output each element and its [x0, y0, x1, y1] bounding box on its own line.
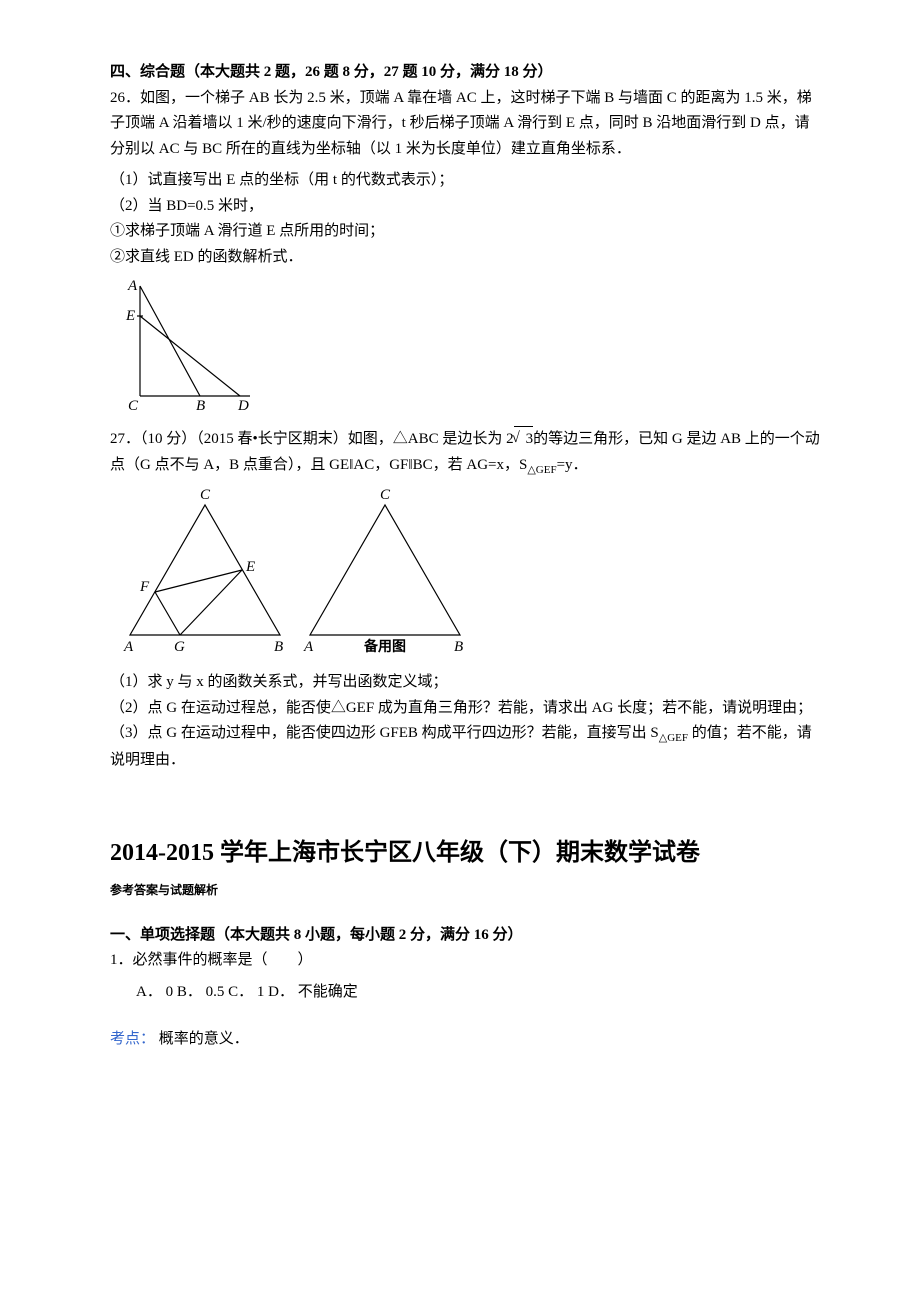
problem-27: 27．（10 分）（2015 春•长宁区期末）如图，△ABC 是边长为 23的等… [110, 426, 820, 479]
problem-1: 1．必然事件的概率是（ ） [110, 948, 820, 974]
p27r-B: B [454, 639, 463, 655]
paper-title: 2014-2015 学年上海市长宁区八年级（下）期末数学试卷 [110, 833, 820, 874]
p26-q2b: ②求直线 ED 的函数解析式． [110, 245, 820, 271]
p26-q1: （1）试直接写出 E 点的坐标（用 t 的代数式表示）； [110, 168, 820, 194]
p1-options: A． 0 B． 0.5 C． 1 D． 不能确定 [110, 980, 820, 1006]
p27l-A: A [123, 639, 134, 655]
p1-optB-val: 0.5 [206, 984, 225, 1000]
p1-kaodian: 考点： 概率的意义． [110, 1027, 820, 1053]
p26-q2: （2）当 BD=0.5 米时， [110, 194, 820, 220]
p1-optA-label: A． [136, 984, 162, 1000]
p27l-F: F [139, 579, 150, 595]
p27-stem-c: =y． [557, 457, 588, 473]
p27-number: 27． [110, 431, 140, 447]
p27-stem-a: 如图，△ABC 是边长为 [348, 431, 506, 447]
p1-optD-label: D． [268, 984, 294, 1000]
p1-optD-val: 不能确定 [298, 984, 358, 1000]
p26-label-C: C [128, 398, 139, 414]
p26-label-D: D [237, 398, 249, 414]
p27-sub: △GEF [527, 464, 556, 476]
kaodian-value: 概率的意义． [159, 1031, 249, 1047]
p27r-A: A [303, 639, 314, 655]
p27-figure: A B C G E F A B C 备用图 [110, 485, 480, 660]
section1-heading: 一、单项选择题（本大题共 8 小题，每小题 2 分，满分 16 分） [110, 923, 820, 949]
p27r-C: C [380, 487, 391, 503]
p27-q3sub: △GEF [659, 732, 688, 744]
p27-q1: （1）求 y 与 x 的函数关系式，并写出函数定义域； [110, 670, 820, 696]
p26-label-B: B [196, 398, 205, 414]
p27-q3: （3）点 G 在运动过程中，能否使四边形 GFEB 构成平行四边形？若能，直接写… [110, 721, 820, 773]
p26-number: 26． [110, 90, 140, 106]
p27l-C: C [200, 487, 211, 503]
p27-q2: （2）点 G 在运动过程总，能否使△GEF 成为直角三角形？若能，请求出 AG … [110, 696, 820, 722]
kaodian-label: 考点： [110, 1031, 155, 1047]
p27l-B: B [274, 639, 283, 655]
p1-optC-label: C． [228, 984, 253, 1000]
p26-stem: 如图，一个梯子 AB 长为 2.5 米，顶端 A 靠在墙 AC 上，这时梯子下端… [110, 90, 812, 157]
section4-heading: 四、综合题（本大题共 2 题，26 题 8 分，27 题 10 分，满分 18 … [110, 60, 820, 86]
p27l-G: G [174, 639, 185, 655]
sqrt-val: 3 [526, 431, 534, 447]
p26-q2a: ①求梯子顶端 A 滑行道 E 点所用的时间； [110, 219, 820, 245]
problem-26: 26．如图，一个梯子 AB 长为 2.5 米，顶端 A 靠在墙 AC 上，这时梯… [110, 86, 820, 163]
p26-figure: A E C B D [110, 276, 260, 416]
p27l-E: E [245, 559, 255, 575]
p27-q3a: （3）点 G 在运动过程中，能否使四边形 GFEB 构成平行四边形？若能，直接写… [110, 725, 659, 741]
paper-subtitle: 参考答案与试题解析 [110, 880, 820, 900]
p26-label-A: A [127, 278, 138, 294]
p27-meta: （10 分）（2015 春•长宁区期末） [140, 431, 348, 447]
p1-number: 1． [110, 952, 133, 968]
p1-optB-label: B． [177, 984, 202, 1000]
p26-label-E: E [125, 308, 135, 324]
p1-optC-val: 1 [257, 984, 265, 1000]
p1-stem: 必然事件的概率是（ ） [133, 952, 313, 968]
p27r-caption: 备用图 [363, 638, 406, 655]
sqrt-expr: 3 [514, 426, 534, 453]
p1-optA-val: 0 [166, 984, 174, 1000]
